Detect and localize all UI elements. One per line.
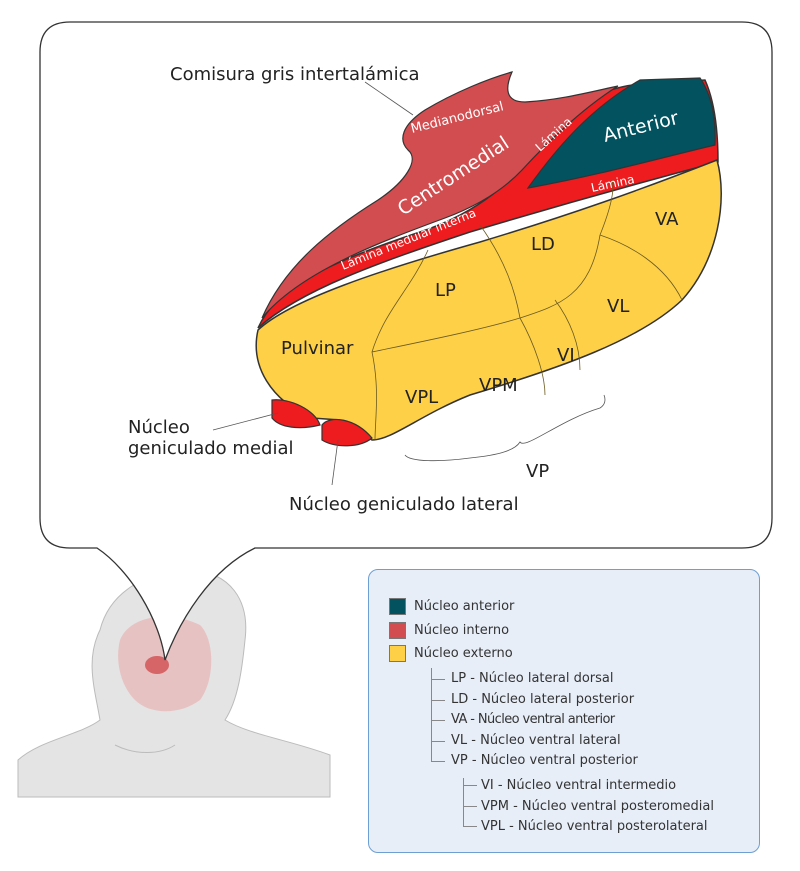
label-vpm: VPM — [479, 375, 518, 396]
nucleo-anterior-region — [526, 77, 716, 189]
tree-line — [463, 778, 464, 826]
legend-sub-item: VPL - Núcleo ventral posterolateral — [481, 819, 708, 834]
legend-item-interno: Núcleo interno — [389, 622, 509, 639]
legend: Núcleo anterior Núcleo interno Núcleo ex… — [368, 569, 760, 853]
swatch-anterior — [389, 598, 406, 615]
legend-item-externo: Núcleo externo — [389, 645, 513, 662]
legend-sub-item: VI - Núcleo ventral intermedio — [481, 778, 677, 793]
label-geniculado-lateral: Núcleo geniculado lateral — [289, 494, 519, 515]
legend-sub-item: VPM - Núcleo ventral posteromedial — [481, 799, 714, 814]
legend-sub-item: LP - Núcleo lateral dorsal — [451, 671, 614, 686]
legend-sub-item: LD - Núcleo lateral posterior — [451, 692, 635, 707]
geniculado-lateral-shape — [321, 418, 373, 447]
pointer-lines — [212, 81, 606, 486]
legend-sub-item: VL - Núcleo ventral lateral — [451, 733, 621, 748]
label-pulvinar: Pulvinar — [281, 338, 354, 359]
label-vi: VI — [557, 345, 575, 366]
legend-label: Núcleo interno — [414, 623, 510, 638]
legend-sub-item: VP - Núcleo ventral posterior — [451, 753, 638, 768]
label-vpl: VPL — [405, 387, 438, 408]
label-comisura: Comisura gris intertalámica — [170, 64, 420, 85]
geniculado-medial-shape — [271, 399, 321, 429]
label-vp: VP — [526, 461, 549, 482]
legend-label: Núcleo externo — [414, 646, 513, 661]
swatch-interno — [389, 622, 406, 639]
legend-sub-item: VA - Núcleo ventral anterior — [451, 712, 615, 727]
head-illustration — [17, 569, 331, 798]
nucleo-externo-region — [255, 158, 722, 441]
legend-item-anterior: Núcleo anterior — [389, 598, 514, 615]
label-vl: VL — [607, 296, 629, 317]
tree-line — [431, 668, 432, 762]
nucleo-interno-region — [261, 71, 619, 319]
legend-label: Núcleo anterior — [414, 599, 515, 614]
label-va: VA — [655, 209, 679, 230]
label-lp: LP — [435, 280, 456, 301]
label-ld: LD — [531, 234, 555, 255]
swatch-externo — [389, 645, 406, 662]
nuclei-boundaries — [371, 179, 683, 441]
label-geniculado-medial-1: Núcleo — [128, 417, 190, 438]
label-geniculado-medial-2: geniculado medial — [128, 438, 293, 459]
